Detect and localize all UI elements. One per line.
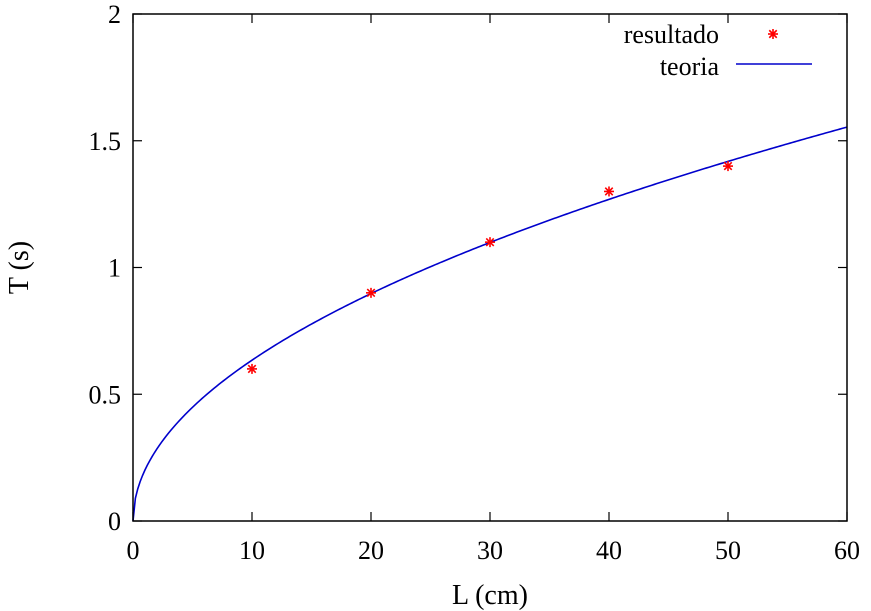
x-tick-label: 50	[715, 536, 741, 565]
legend: resultado teoria	[624, 20, 812, 81]
data-point	[247, 363, 257, 374]
y-tick-label: 1.5	[89, 127, 122, 156]
data-point	[604, 186, 614, 197]
result-points-layer	[247, 161, 733, 374]
x-tick-label: 20	[358, 536, 384, 565]
x-tick-label: 30	[477, 536, 503, 565]
x-tick-label: 0	[127, 536, 140, 565]
plot-frame	[132, 13, 848, 522]
x-tick-label: 60	[834, 536, 860, 565]
x-ticks: 0 10 20 30 40 50 60	[127, 14, 860, 565]
y-tick-label: 0	[108, 507, 121, 536]
theory-curve-layer	[132, 126, 848, 522]
y-ticks: 0 0.5 1 1.5 2	[89, 0, 847, 536]
y-tick-label: 2	[108, 0, 121, 29]
x-tick-label: 10	[239, 536, 265, 565]
y-tick-label: 1	[108, 254, 121, 283]
data-point	[366, 287, 376, 298]
data-point	[723, 161, 733, 172]
legend-label-resultado: resultado	[624, 20, 719, 49]
data-point	[485, 237, 495, 248]
x-tick-label: 40	[596, 536, 622, 565]
x-axis-label: L (cm)	[452, 580, 528, 611]
y-axis-label: T (s)	[4, 241, 35, 294]
series-line-teoria	[132, 126, 848, 522]
legend-marker-star	[768, 29, 778, 39]
y-tick-label: 0.5	[89, 380, 122, 409]
legend-label-teoria: teoria	[660, 52, 720, 81]
legend-marker-resultado	[768, 29, 778, 39]
